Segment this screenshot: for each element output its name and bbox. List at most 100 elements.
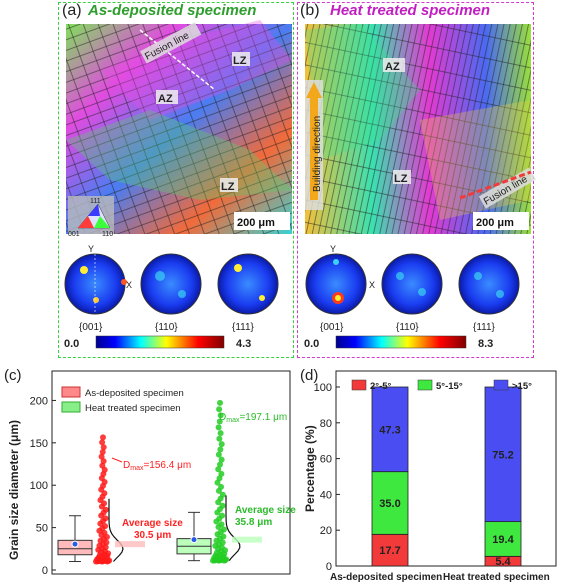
point-c	[218, 521, 225, 528]
colorbar-a-min: 0.0	[64, 338, 79, 350]
legend-c-as-swatch	[61, 386, 81, 398]
point-c	[218, 456, 225, 463]
legend-d-2-5-swatch	[351, 379, 367, 391]
ylabel-d: Percentage (%)	[303, 425, 317, 512]
density-curve-c	[225, 495, 241, 562]
bar-value-d: 35.0	[379, 498, 400, 510]
ipf-key-triangle	[68, 196, 114, 234]
lz-label-bg-a-top	[232, 52, 250, 66]
point-c	[215, 424, 222, 431]
point-c	[100, 458, 107, 465]
plot-frame-d	[335, 370, 557, 567]
avg-b-line1: Average size	[235, 505, 296, 516]
point-c	[217, 446, 224, 453]
ytick-label-c: 0	[42, 565, 48, 577]
legend-d-15: >15°	[512, 381, 532, 392]
avg-band-c	[115, 541, 145, 548]
ytick-label-c: 150	[30, 438, 48, 450]
scale-bar-b: 200 μm	[476, 217, 514, 229]
panel-b-label: (b)	[300, 2, 320, 19]
colorbar-b-max: 8.3	[478, 338, 493, 350]
legend-d-5-15: 5°-15°	[436, 381, 463, 392]
panel-c-label: (c)	[4, 367, 22, 384]
bar-segment-d	[371, 533, 409, 567]
point-c	[218, 441, 225, 448]
lz-label-a-top: LZ	[233, 55, 247, 67]
point-c	[99, 449, 106, 456]
pf-label-a-111: {111}	[232, 322, 255, 333]
ytick-label-d: 20	[320, 525, 332, 537]
point-c	[219, 502, 226, 509]
panel-a-label: (a)	[62, 2, 82, 19]
point-c	[217, 412, 224, 419]
panel-b-title: Heat treated specimen	[330, 2, 491, 19]
scale-bar-bg-b	[473, 212, 529, 230]
panel-d-label: (d)	[300, 367, 318, 384]
lz-label-bg-a-bottom	[220, 178, 238, 192]
bar-segment-d	[371, 386, 409, 473]
point-c	[100, 444, 107, 451]
point-c	[101, 529, 108, 536]
ytick-label-d: 100	[314, 382, 332, 394]
az-label-b: AZ	[385, 61, 400, 73]
point-c	[98, 453, 105, 460]
dmax-a-annotation: Dmax=156.4 μm	[123, 460, 191, 472]
az-label-bg-a	[156, 90, 178, 104]
panel-a-title: As-deposited specimen	[88, 2, 257, 19]
point-c	[215, 466, 222, 473]
mean-c	[190, 536, 198, 544]
ytick-label-c: 50	[36, 523, 48, 535]
scale-bar-a: 200 μm	[237, 217, 275, 229]
ytick-label-d: 80	[320, 418, 332, 430]
density-curve-c	[108, 498, 124, 562]
avg-band-c	[232, 536, 262, 543]
pf-axis-x-b: X	[369, 280, 375, 290]
building-direction-arrow	[305, 80, 323, 210]
point-c	[217, 461, 223, 468]
plot-frame-c	[51, 370, 291, 575]
point-c	[217, 430, 224, 437]
legend-c-as: As-deposited specimen	[85, 388, 184, 399]
legend-d-5-15-swatch	[417, 379, 433, 391]
point-c	[218, 470, 225, 477]
ytick-label-d: 40	[320, 489, 332, 501]
pf-label-b-111: {111}	[473, 322, 496, 333]
bar-value-d: 19.4	[492, 534, 514, 546]
pf-label-a-110: {110}	[155, 322, 178, 333]
colorbar-a-max: 4.3	[236, 338, 251, 350]
ylabel-c: Grain size diameter (μm)	[7, 420, 21, 560]
point-c	[216, 406, 223, 413]
pf-axis-x-a: X	[126, 280, 132, 290]
bar-value-d: 5.4	[495, 556, 511, 568]
point-c	[218, 483, 225, 490]
pole-figures-b	[305, 253, 520, 315]
point-c	[216, 435, 223, 442]
ytick-label-c: 100	[30, 480, 48, 492]
pf-label-b-001: {001}	[320, 322, 344, 333]
ipf-key-110: 110	[102, 231, 113, 238]
point-c	[99, 439, 106, 446]
legend-c-heat: Heat treated specimen	[85, 403, 181, 414]
dmax-a-arrow	[111, 457, 123, 463]
y-axis-c: 0 50 100 150 200	[30, 395, 56, 577]
pf-label-a-001: {001}	[79, 322, 103, 333]
point-c	[215, 451, 222, 458]
pf-axis-y-b: Y	[330, 244, 336, 254]
stacked-bars: 17.7 35.0 47.3 5.4 19.4 75.2	[371, 386, 522, 568]
point-c	[102, 523, 109, 530]
avg-b-line2: 35.8 μm	[235, 517, 272, 528]
lz-label-a-bottom: LZ	[221, 181, 235, 193]
fusion-line-b	[459, 170, 532, 200]
ytick-label-c: 200	[30, 395, 48, 407]
ytick-label-d: 60	[320, 454, 332, 466]
ebsd-map-heat-treated	[305, 24, 531, 234]
point-c	[100, 434, 106, 441]
pole-figures-a	[64, 253, 279, 315]
legend-d-2-5: 2°-5°	[370, 381, 392, 392]
bar-value-d: 17.7	[379, 545, 400, 557]
dmax-b-annotation: Dmax=197.1 μm	[219, 412, 287, 424]
mean-c	[71, 540, 79, 548]
point-c	[219, 512, 226, 519]
pf-axis-y-a: Y	[88, 244, 94, 254]
